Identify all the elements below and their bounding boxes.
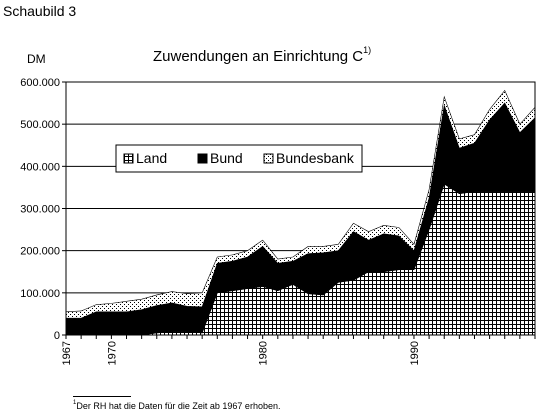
x-tick-label: 1990 (409, 341, 421, 365)
y-tick-label: 600.000 (20, 77, 60, 89)
footnote-marker: 1 (73, 400, 77, 406)
legend-label-land: Land (136, 150, 167, 166)
y-tick-label: 0 (54, 330, 60, 342)
chart-title-text: Zuwendungen an Einrichtung C (153, 48, 364, 65)
legend-label-bundesbank: Bundesbank (276, 150, 355, 166)
y-tick-label: 200.000 (20, 246, 60, 258)
legend-swatch-bund (197, 153, 208, 164)
legend-swatch-bundesbank (263, 153, 274, 164)
legend: Land Bund Bundesbank (115, 144, 363, 173)
x-tick-label: 1967 (61, 341, 73, 365)
legend-label-bund: Bund (210, 150, 243, 166)
figure-label: Schaubild 3 (3, 3, 77, 19)
chart-title: Zuwendungen an Einrichtung C1) (153, 45, 372, 65)
x-tick-label: 1970 (106, 341, 118, 365)
y-axis-label: DM (27, 52, 46, 66)
title-footnote-marker: 1) (363, 45, 372, 55)
y-tick-label: 400.000 (20, 161, 60, 173)
axes: 0 100.000 200.000 300.000 400.000 500.000 600.… (20, 77, 536, 365)
y-tick-label: 100.000 (20, 288, 60, 300)
y-tick-label: 500.000 (20, 119, 60, 131)
legend-swatch-land (123, 153, 134, 164)
plot-frame (65, 81, 536, 336)
legend-box (115, 144, 363, 173)
footnote-rule (73, 396, 131, 397)
series-areas (65, 89, 536, 336)
footnote: 1Der RH hat die Daten für die Zeit ab 19… (73, 400, 281, 411)
footnote-text: Der RH hat die Daten für die Zeit ab 196… (76, 401, 281, 411)
y-tick-label: 300.000 (20, 204, 60, 216)
x-tick-label: 1980 (258, 341, 270, 365)
